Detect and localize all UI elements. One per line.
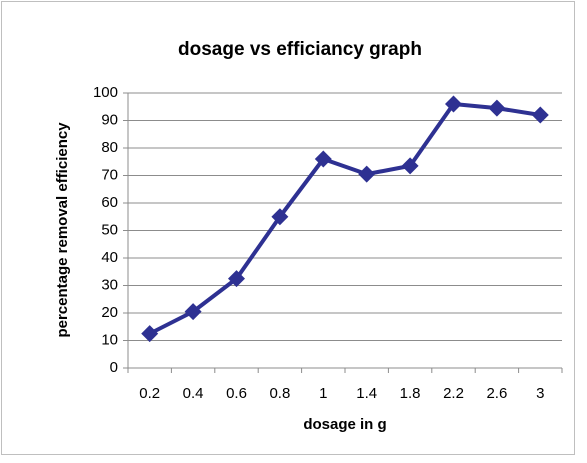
- data-line: [148, 102, 541, 336]
- x-tick-label: 1.4: [356, 385, 377, 402]
- data-point: [271, 208, 289, 226]
- y-tick-label: 90: [101, 111, 118, 128]
- data-point: [228, 270, 245, 288]
- data-point: [488, 99, 506, 117]
- y-tick-label: 50: [101, 221, 118, 238]
- x-tick-label: 2.6: [486, 385, 507, 402]
- x-tick-label: 1.8: [400, 385, 421, 402]
- data-point: [445, 95, 462, 113]
- data-point: [184, 303, 202, 321]
- chart-title: dosage vs efficiancy graph: [178, 39, 422, 60]
- y-axis-label: percentage removal efficiency: [54, 122, 71, 338]
- data-point: [401, 157, 419, 175]
- y-tick-label: 20: [101, 304, 118, 321]
- data-point: [531, 106, 549, 124]
- y-tick-label: 30: [101, 276, 118, 293]
- y-tick-label: 100: [93, 84, 118, 101]
- x-tick-label: 0.4: [183, 385, 204, 402]
- x-tick-label: 0.8: [269, 385, 290, 402]
- data-point: [141, 325, 159, 343]
- x-tick-label: 3: [536, 385, 544, 402]
- x-tick-label: 1: [319, 385, 327, 402]
- x-tick-label: 0.2: [139, 385, 160, 402]
- x-tick-label: 2.2: [443, 385, 464, 402]
- y-tick-label: 40: [101, 249, 118, 266]
- data-point: [314, 150, 332, 168]
- y-tick-label: 60: [101, 194, 118, 211]
- data-point: [358, 165, 376, 183]
- y-tick-label: 80: [101, 139, 118, 156]
- y-tick-label: 70: [101, 166, 118, 183]
- chart-frame: [1, 1, 575, 455]
- y-tick-label: 10: [101, 331, 118, 348]
- y-tick-label: 0: [110, 359, 118, 376]
- x-tick-label: 0.6: [226, 385, 247, 402]
- x-axis-label: dosage in g: [303, 416, 386, 433]
